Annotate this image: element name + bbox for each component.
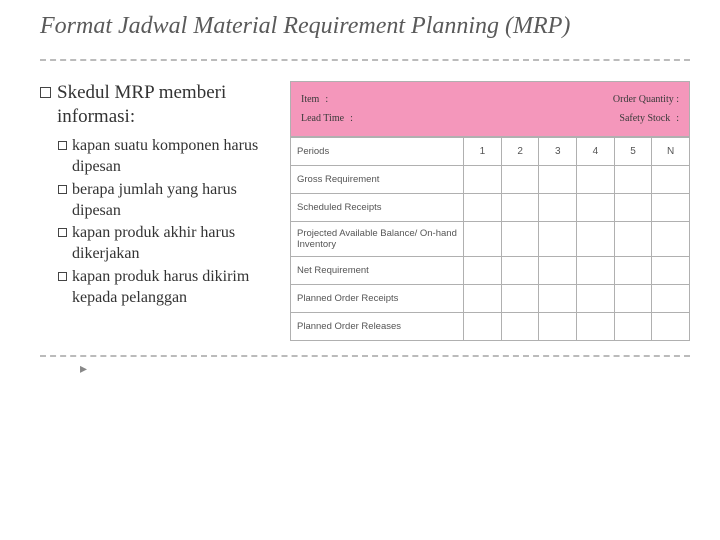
periods-row: Periods 1 2 3 4 5 N — [291, 137, 690, 165]
sub-bullet-text: berapa jumlah yang harus dipesan — [72, 180, 280, 222]
lead-time-label: Lead Time : — [301, 113, 353, 124]
cell — [464, 284, 502, 312]
slide-title: Format Jadwal Material Requirement Plann… — [40, 12, 690, 41]
bottom-divider — [40, 355, 690, 357]
cell — [577, 256, 615, 284]
cell — [577, 312, 615, 340]
table-row: Net Requirement — [291, 256, 690, 284]
cell — [501, 312, 539, 340]
cell — [501, 256, 539, 284]
content-row: Skedul MRP memberi informasi: kapan suat… — [40, 81, 690, 341]
period-cell: 5 — [614, 137, 652, 165]
list-item: berapa jumlah yang harus dipesan — [58, 180, 280, 222]
cell — [614, 165, 652, 193]
sub-bullet-text: kapan produk harus dikirim kepada pelang… — [72, 267, 280, 309]
cell — [501, 284, 539, 312]
cell — [539, 256, 577, 284]
square-bullet-icon — [58, 272, 67, 281]
list-item: kapan produk akhir harus dikerjakan — [58, 223, 280, 265]
period-cell: 4 — [577, 137, 615, 165]
header-row-1: Item : Order Quantity : — [299, 90, 681, 109]
cell — [539, 312, 577, 340]
period-cell: 2 — [501, 137, 539, 165]
cell — [464, 312, 502, 340]
square-bullet-icon — [40, 87, 51, 98]
colon: : — [676, 113, 679, 124]
cell — [539, 284, 577, 312]
period-cell: N — [652, 137, 690, 165]
cell — [614, 193, 652, 221]
sub-bullet-text: kapan produk akhir harus dikerjakan — [72, 223, 280, 265]
table-row: Planned Order Receipts — [291, 284, 690, 312]
cell — [614, 312, 652, 340]
table-row: Planned Order Releases — [291, 312, 690, 340]
label-text: Lead Time — [301, 113, 344, 124]
cell — [652, 221, 690, 256]
table-row: Scheduled Receipts — [291, 193, 690, 221]
table-row: Projected Available Balance/ On-hand Inv… — [291, 221, 690, 256]
cell — [539, 193, 577, 221]
cell — [539, 221, 577, 256]
cell — [464, 256, 502, 284]
row-label: Net Requirement — [291, 256, 464, 284]
sub-bullet-text: kapan suatu komponen harus dipesan — [72, 136, 280, 178]
cell — [652, 165, 690, 193]
label-text: Item — [301, 94, 319, 105]
colon: : — [325, 94, 328, 105]
cell — [464, 165, 502, 193]
period-cell: 1 — [464, 137, 502, 165]
item-label: Item : — [301, 94, 328, 105]
cell — [501, 165, 539, 193]
square-bullet-icon — [58, 185, 67, 194]
table-row: Gross Requirement — [291, 165, 690, 193]
cell — [652, 312, 690, 340]
row-label: Planned Order Receipts — [291, 284, 464, 312]
colon: : — [350, 113, 353, 124]
text-column: Skedul MRP memberi informasi: kapan suat… — [40, 81, 280, 341]
cell — [652, 256, 690, 284]
label-text: Order Quantity : — [613, 94, 679, 105]
periods-label: Periods — [291, 137, 464, 165]
mrp-header-box: Item : Order Quantity : Lead Time : Safe… — [290, 81, 690, 137]
cell — [577, 165, 615, 193]
label-text: Safety Stock — [619, 113, 670, 124]
header-row-2: Lead Time : Safety Stock : — [299, 109, 681, 128]
cell — [614, 221, 652, 256]
cell — [501, 193, 539, 221]
square-bullet-icon — [58, 141, 67, 150]
main-bullet-text: Skedul MRP memberi informasi: — [57, 81, 280, 130]
square-bullet-icon — [58, 228, 67, 237]
arrow-icon: ▸ — [80, 361, 690, 378]
period-cell: 3 — [539, 137, 577, 165]
cell — [577, 221, 615, 256]
cell — [577, 284, 615, 312]
cell — [464, 193, 502, 221]
sub-bullet-list: kapan suatu komponen harus dipesan berap… — [40, 136, 280, 308]
list-item: kapan produk harus dikirim kepada pelang… — [58, 267, 280, 309]
row-label: Gross Requirement — [291, 165, 464, 193]
cell — [501, 221, 539, 256]
cell — [614, 256, 652, 284]
mrp-table: Periods 1 2 3 4 5 N Gross Requirement Sc… — [290, 137, 690, 341]
list-item: kapan suatu komponen harus dipesan — [58, 136, 280, 178]
title-divider — [40, 59, 690, 61]
row-label: Planned Order Releases — [291, 312, 464, 340]
cell — [464, 221, 502, 256]
main-bullet-item: Skedul MRP memberi informasi: — [40, 81, 280, 130]
cell — [614, 284, 652, 312]
cell — [577, 193, 615, 221]
cell — [539, 165, 577, 193]
cell — [652, 193, 690, 221]
safety-stock-label: Safety Stock : — [619, 113, 679, 124]
table-column: Item : Order Quantity : Lead Time : Safe… — [290, 81, 690, 341]
cell — [652, 284, 690, 312]
row-label: Projected Available Balance/ On-hand Inv… — [291, 221, 464, 256]
row-label: Scheduled Receipts — [291, 193, 464, 221]
order-qty-label: Order Quantity : — [613, 94, 679, 105]
